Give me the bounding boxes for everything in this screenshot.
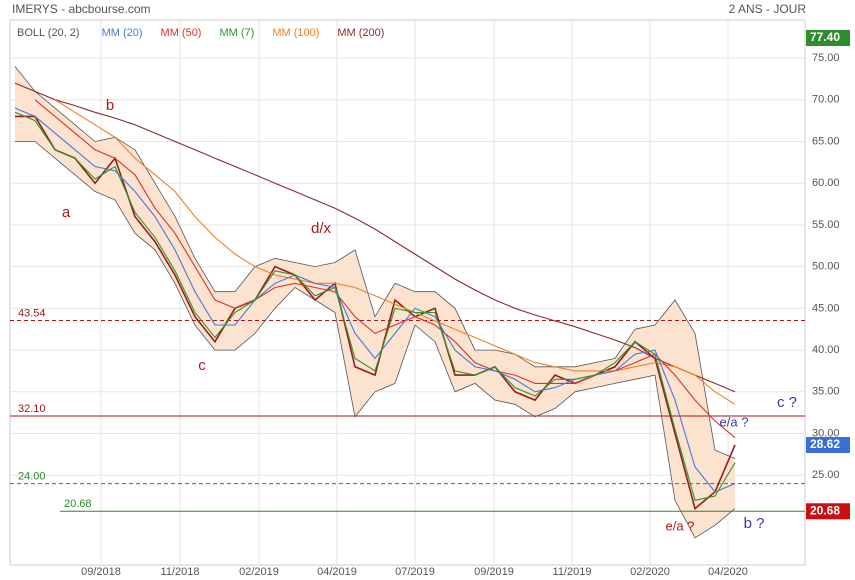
price-tag-label: 77.40 — [810, 30, 840, 44]
x-tick-label: 02/2019 — [239, 566, 279, 578]
y-tick-label: 40.00 — [812, 344, 840, 356]
level-label: 32.10 — [18, 403, 46, 415]
y-tick-label: 65.00 — [812, 135, 840, 147]
x-tick-label: 04/2019 — [317, 566, 357, 578]
y-tick-label: 45.00 — [812, 302, 840, 314]
legend-entry: MM (50) — [161, 27, 202, 39]
y-tick-label: 50.00 — [812, 261, 840, 273]
y-tick-label: 55.00 — [812, 219, 840, 231]
price-tag — [806, 503, 850, 520]
x-tick-label: 04/2020 — [708, 566, 748, 578]
chart-subtitle: 2 ANS - JOUR — [729, 2, 807, 16]
price-tag — [806, 30, 850, 47]
price-tag-label: 20.68 — [810, 503, 840, 517]
moving-average — [14, 107, 736, 493]
level-label: 20.68 — [64, 498, 92, 510]
y-tick-label: 75.00 — [812, 52, 840, 64]
plot-frame — [9, 19, 806, 566]
y-tick-label: 70.00 — [812, 94, 840, 106]
legend-entry: MM (200) — [337, 27, 384, 39]
annotation: a — [62, 204, 71, 221]
price-tag-label: 28.62 — [810, 437, 840, 451]
price-tag — [806, 437, 850, 454]
legend-entry: MM (7) — [219, 27, 254, 39]
annotation: c ? — [777, 394, 797, 411]
legend-entry: MM (20) — [102, 27, 143, 39]
annotation: d/x — [311, 220, 332, 237]
y-tick-label: 30.00 — [812, 427, 840, 439]
annotation: c — [198, 357, 206, 374]
moving-average — [34, 99, 736, 439]
y-tick-label: 60.00 — [812, 177, 840, 189]
chart-title: IMERYS - abcbourse.com — [12, 2, 151, 16]
level-label: 24.00 — [18, 470, 46, 482]
x-tick-label: 07/2019 — [395, 566, 435, 578]
level-label: 43.54 — [18, 307, 46, 319]
price-line — [15, 115, 736, 511]
x-tick-label: 02/2020 — [630, 566, 670, 578]
x-tick-label: 09/2019 — [474, 566, 514, 578]
annotation: b ? — [744, 515, 765, 532]
bollinger-upper — [14, 66, 736, 459]
x-tick-label: 09/2018 — [81, 566, 121, 578]
annotation: e/a ? — [666, 518, 695, 533]
annotation: e/a ? — [720, 414, 749, 429]
y-tick-label: 25.00 — [812, 469, 840, 481]
legend-entry: MM (100) — [272, 27, 319, 39]
moving-average — [14, 82, 736, 393]
y-tick-label: 35.00 — [812, 386, 840, 398]
annotation: b — [106, 97, 114, 114]
x-tick-label: 11/2019 — [553, 566, 592, 578]
x-tick-label: 11/2018 — [161, 566, 200, 578]
moving-average — [54, 99, 736, 405]
bollinger-lower — [15, 141, 736, 539]
moving-average — [14, 111, 736, 501]
legend-entry: BOLL (20, 2) — [17, 27, 80, 39]
